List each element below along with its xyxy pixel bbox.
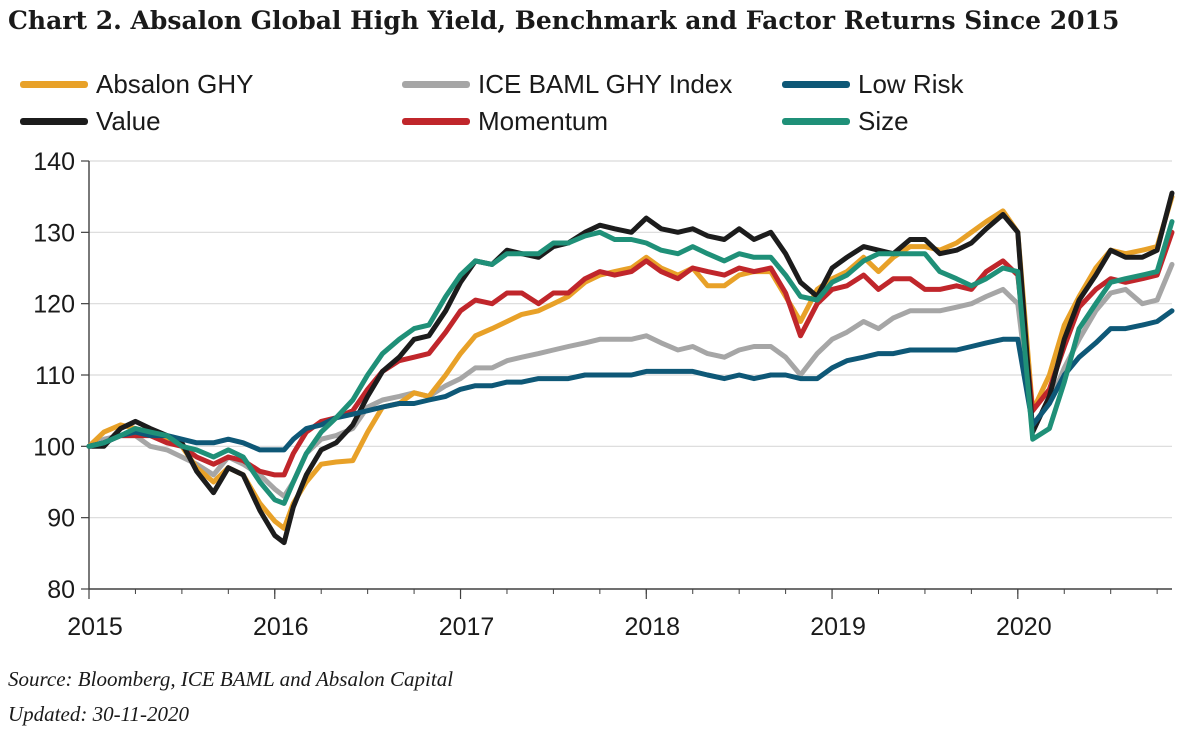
series-line-value <box>86 190 1175 546</box>
series-line-ice-baml-ghy-index <box>86 261 1175 499</box>
legend-label-momentum: Momentum <box>478 105 609 136</box>
x-tick-label-2019: 2019 <box>810 613 866 641</box>
y-tick-labels: 80 90 100 110 120 130 140 <box>33 148 75 604</box>
chart-legend: Absalon GHY ICE BAML GHY Index Low Risk … <box>20 66 1020 146</box>
series-line-size <box>86 219 1175 506</box>
legend-swatch-ice-baml <box>402 80 470 88</box>
x-tick-label-2020: 2020 <box>996 613 1052 641</box>
updated-note: Updated: 30-11-2020 <box>8 702 189 726</box>
y-tick-label-110: 110 <box>35 362 75 390</box>
series-line-momentum <box>86 229 1175 478</box>
series-lines <box>86 190 1175 546</box>
legend-item-ice-baml: ICE BAML GHY Index <box>402 66 732 102</box>
x-tick-label-2017: 2017 <box>439 613 495 641</box>
legend-item-momentum: Momentum <box>402 103 608 139</box>
legend-swatch-value <box>20 117 88 125</box>
legend-item-absalon-ghy: Absalon GHY <box>20 66 254 102</box>
x-tick-label-2018: 2018 <box>624 613 680 641</box>
axes <box>81 160 1172 599</box>
legend-label-low-risk: Low Risk <box>858 68 964 99</box>
source-note: Source: Bloomberg, ICE BAML and Absalon … <box>8 667 454 691</box>
y-tick-label-140: 140 <box>33 148 75 176</box>
x-tick-label-2015: 2015 <box>67 613 123 641</box>
x-tick-labels: 2015 2016 2017 2018 2019 2020 <box>67 613 1051 641</box>
y-tick-label-80: 80 <box>47 576 75 604</box>
legend-swatch-absalon-ghy <box>20 80 88 88</box>
chart-title: Chart 2. Absalon Global High Yield, Benc… <box>8 6 1120 35</box>
y-tick-label-90: 90 <box>47 505 75 533</box>
series-line-absalon-ghy <box>86 194 1175 531</box>
legend-label-absalon-ghy: Absalon GHY <box>96 68 254 99</box>
y-tick-label-120: 120 <box>33 291 75 319</box>
legend-item-value: Value <box>20 103 161 139</box>
legend-label-value: Value <box>96 105 161 136</box>
y-tick-label-130: 130 <box>33 219 75 247</box>
legend-item-size: Size <box>782 103 909 139</box>
legend-label-size: Size <box>858 105 909 136</box>
legend-label-ice-baml: ICE BAML GHY Index <box>478 68 733 99</box>
y-tick-label-100: 100 <box>33 433 75 461</box>
legend-swatch-momentum <box>402 117 470 125</box>
x-tick-label-2016: 2016 <box>253 613 309 641</box>
legend-item-low-risk: Low Risk <box>782 66 963 102</box>
series-line-low-risk <box>86 308 1175 453</box>
legend-swatch-size <box>782 117 850 125</box>
legend-swatch-low-risk <box>782 80 850 88</box>
